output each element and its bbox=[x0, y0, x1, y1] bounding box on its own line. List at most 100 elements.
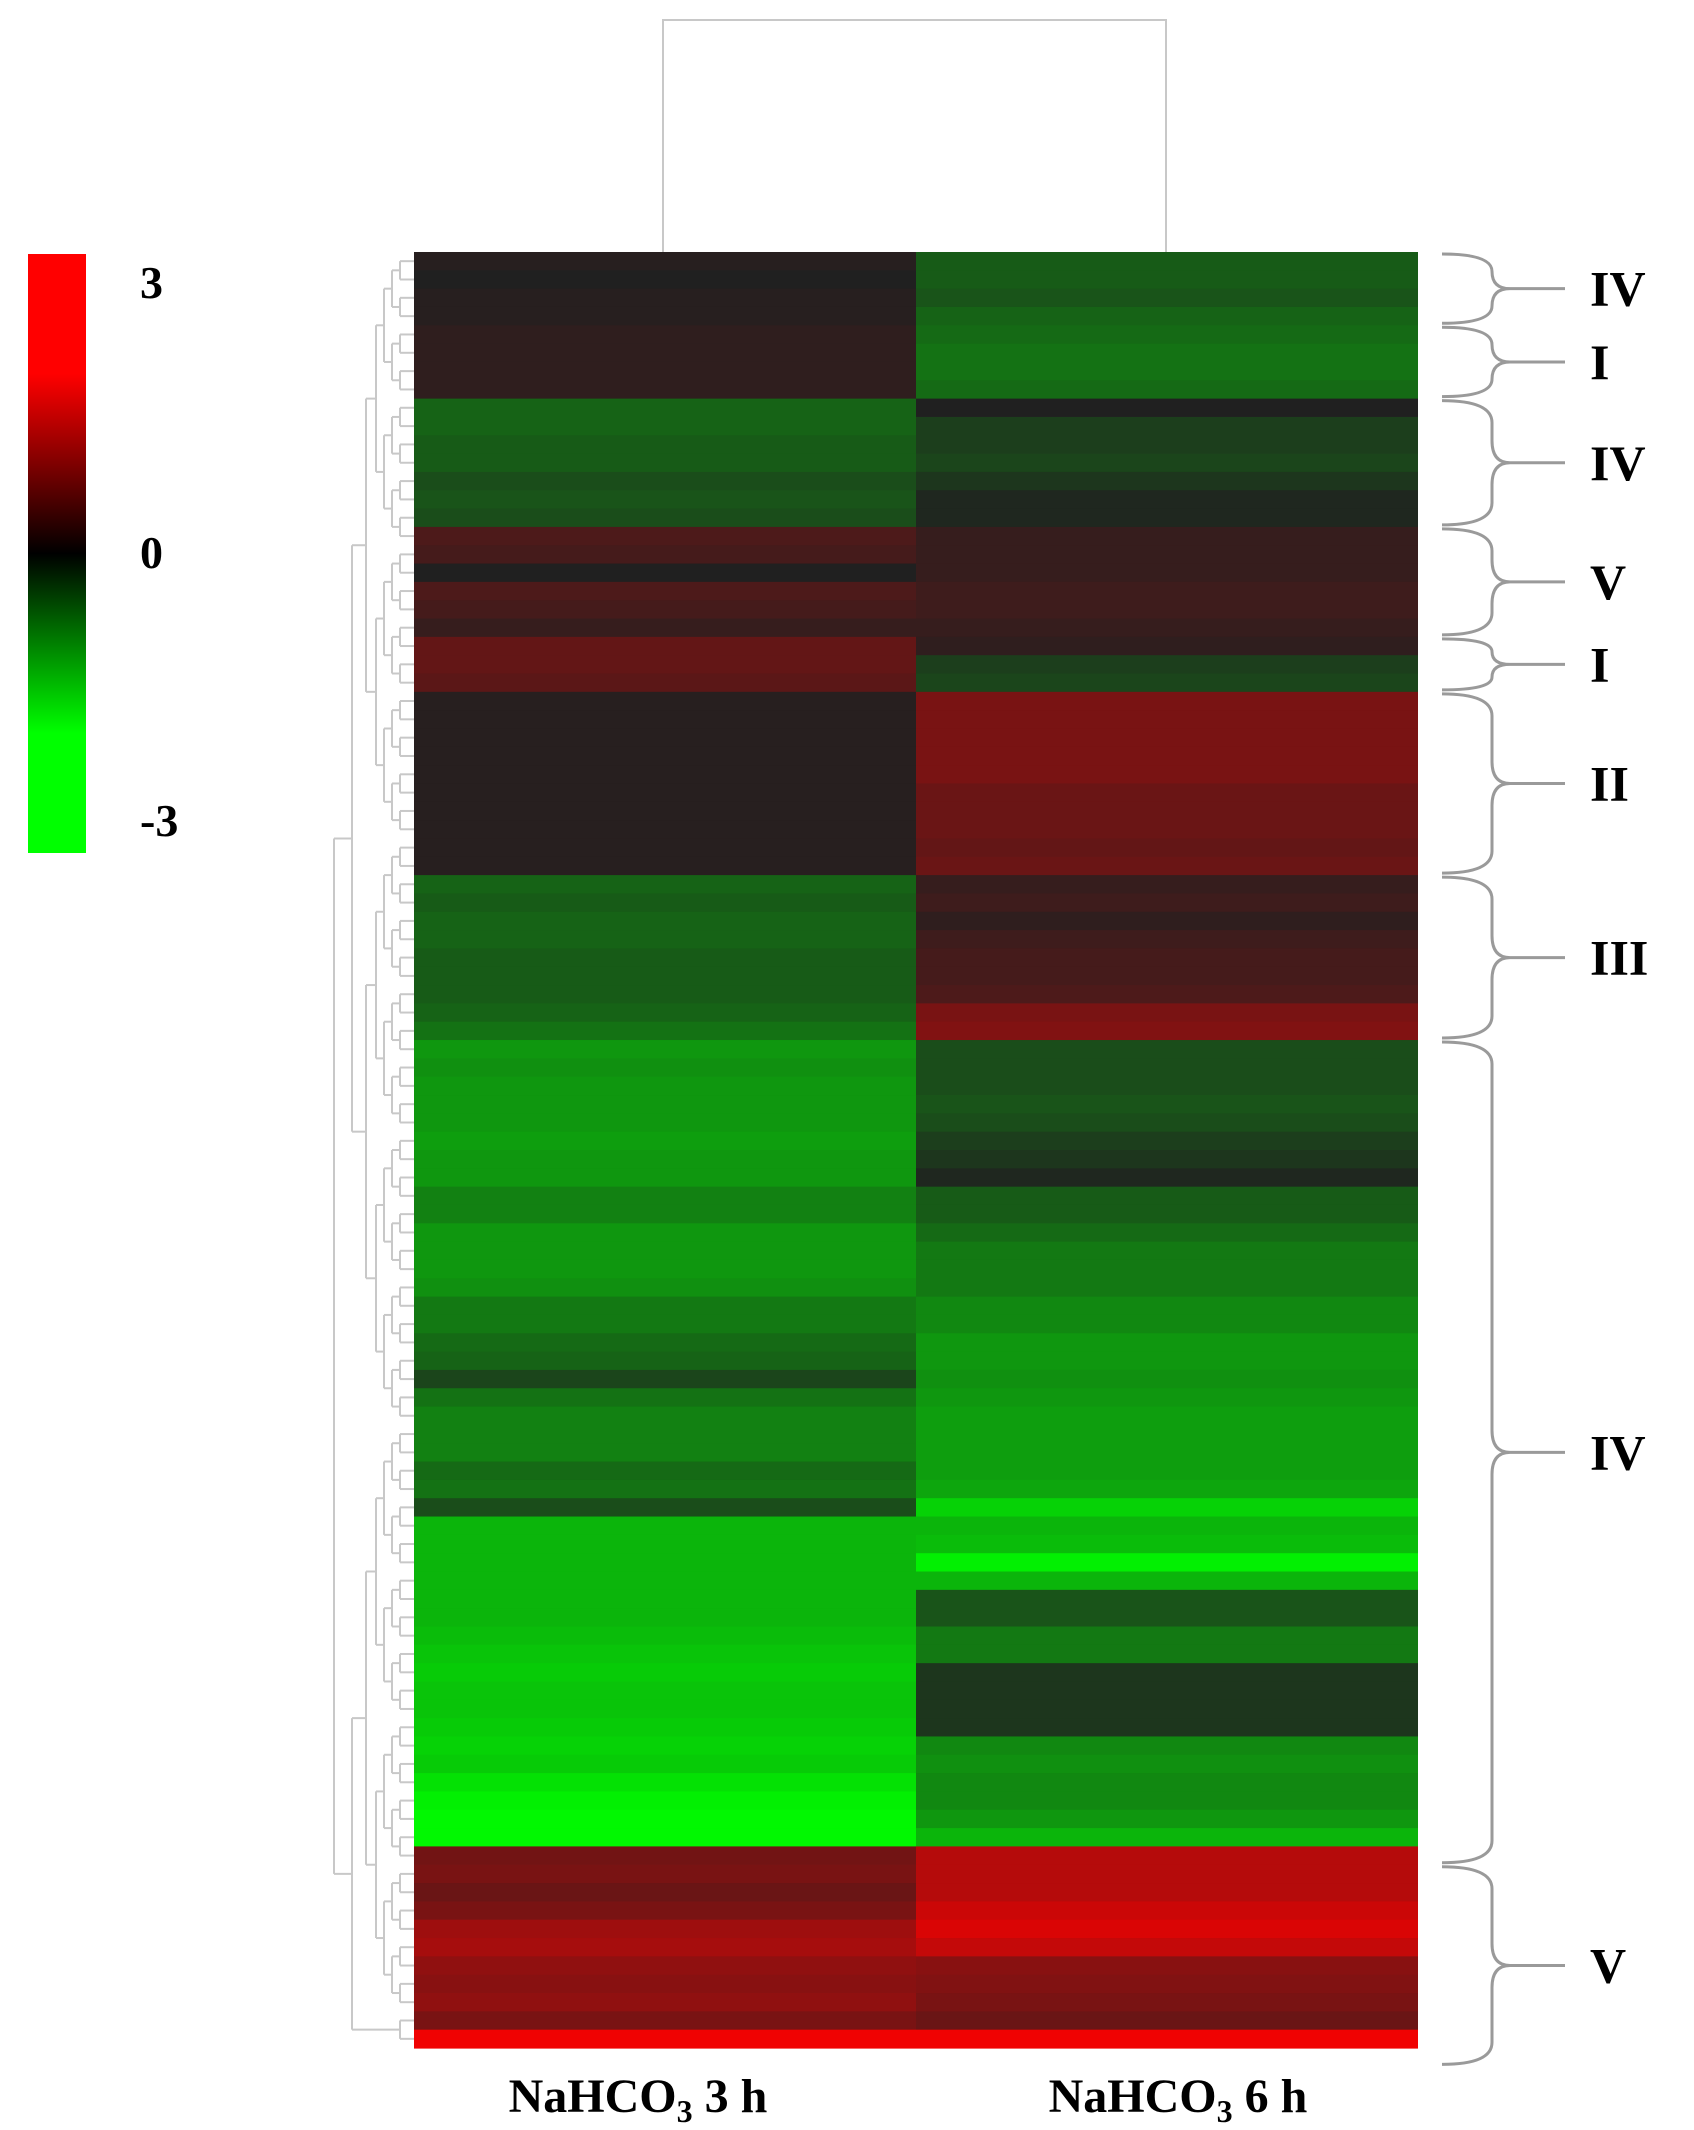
heatmap-cell bbox=[916, 2029, 1418, 2049]
heatmap-cell bbox=[414, 490, 916, 510]
heatmap-cell bbox=[916, 581, 1418, 601]
column-label-3h: NaHCO3 3 h bbox=[509, 2070, 768, 2129]
heatmap-cell bbox=[916, 1809, 1418, 1829]
heatmap-cell bbox=[916, 783, 1418, 803]
heatmap-cell bbox=[916, 728, 1418, 748]
heatmap-cell bbox=[916, 1168, 1418, 1188]
heatmap-cell bbox=[916, 1846, 1418, 1866]
heatmap-cell bbox=[916, 948, 1418, 968]
heatmap-cell bbox=[414, 856, 916, 876]
heatmap-cell bbox=[414, 1424, 916, 1444]
heatmap-cell bbox=[916, 416, 1418, 436]
heatmap-cell bbox=[916, 1553, 1418, 1573]
heatmap-cell bbox=[916, 1058, 1418, 1078]
heatmap-cell bbox=[414, 1333, 916, 1353]
color-scale-tick-mid: 0 bbox=[140, 527, 163, 578]
heatmap-cell bbox=[414, 1534, 916, 1554]
heatmap-cell bbox=[414, 985, 916, 1004]
heatmap-cell bbox=[916, 673, 1418, 693]
heatmap-cell bbox=[916, 1498, 1418, 1518]
cluster-bracket bbox=[1441, 399, 1511, 527]
heatmap-cell bbox=[414, 1846, 916, 1866]
cluster-label: I bbox=[1590, 334, 1609, 390]
heatmap-cell bbox=[916, 820, 1418, 840]
heatmap-cell bbox=[916, 1901, 1418, 1921]
heatmap-cell bbox=[414, 1259, 916, 1279]
heatmap-cell bbox=[916, 1296, 1418, 1316]
heatmap-cell bbox=[414, 1626, 916, 1646]
heatmap-cell bbox=[916, 710, 1418, 730]
heatmap-cell bbox=[414, 508, 916, 528]
heatmap-cell bbox=[916, 1773, 1418, 1793]
heatmap-cell bbox=[414, 252, 916, 271]
column-labels: NaHCO3 3 h NaHCO3 6 h bbox=[509, 2070, 1308, 2129]
heatmap-cell bbox=[414, 1901, 916, 1921]
heatmap-cell bbox=[414, 875, 916, 895]
heatmap-cell bbox=[414, 1479, 916, 1499]
heatmap-cell bbox=[414, 1956, 916, 1976]
heatmap-cell bbox=[916, 490, 1418, 510]
cluster-bracket bbox=[1441, 1040, 1511, 1865]
cluster-bracket bbox=[1441, 252, 1511, 325]
cluster-bracket bbox=[1441, 325, 1511, 399]
cluster-bracket bbox=[1441, 527, 1511, 637]
heatmap-cell bbox=[916, 1828, 1418, 1848]
heatmap-cell bbox=[414, 600, 916, 620]
heatmap-cell bbox=[916, 288, 1418, 308]
heatmap-cell bbox=[916, 306, 1418, 326]
heatmap-cell bbox=[414, 618, 916, 638]
color-scale-tick-max: 3 bbox=[140, 257, 163, 308]
heatmap-cell bbox=[916, 911, 1418, 931]
heatmap-cell bbox=[414, 838, 916, 858]
heatmap-cell bbox=[916, 252, 1418, 271]
heatmap-cell bbox=[916, 1076, 1418, 1096]
heatmap-cell bbox=[916, 1369, 1418, 1389]
heatmap-cell bbox=[414, 1516, 916, 1536]
heatmap-cell bbox=[414, 1003, 916, 1023]
heatmap-cell bbox=[916, 1443, 1418, 1463]
heatmap-cell bbox=[414, 2029, 916, 2049]
heatmap-cell bbox=[916, 1424, 1418, 1444]
cluster-label: IV bbox=[1590, 1424, 1646, 1480]
heatmap-cell bbox=[916, 1571, 1418, 1591]
heatmap-cell bbox=[414, 1681, 916, 1701]
heatmap-cell bbox=[414, 1553, 916, 1573]
heatmap-cell bbox=[414, 1608, 916, 1628]
heatmap-cell bbox=[414, 526, 916, 546]
heatmap-cell bbox=[414, 545, 916, 565]
heatmap-cell bbox=[414, 1351, 916, 1371]
heatmap-cell bbox=[414, 1663, 916, 1683]
heatmap-cell bbox=[916, 930, 1418, 950]
heatmap-cell bbox=[414, 1113, 916, 1133]
cluster-bracket bbox=[1441, 692, 1511, 875]
heatmap-cell bbox=[414, 1461, 916, 1481]
heatmap-cell bbox=[414, 1883, 916, 1902]
heatmap-cell bbox=[916, 1718, 1418, 1738]
heatmap-cell bbox=[414, 1241, 916, 1261]
heatmap-cell bbox=[414, 1223, 916, 1243]
heatmap-cell bbox=[414, 1754, 916, 1774]
heatmap-cell bbox=[414, 563, 916, 583]
heatmap-cell bbox=[916, 1095, 1418, 1114]
heatmap-cells bbox=[414, 252, 1418, 2049]
heatmap-cell bbox=[414, 691, 916, 711]
heatmap-cell bbox=[414, 948, 916, 968]
heatmap-cell bbox=[414, 930, 916, 950]
heatmap-cell bbox=[414, 1058, 916, 1078]
heatmap-cell bbox=[414, 1699, 916, 1719]
heatmap-cell bbox=[916, 838, 1418, 858]
heatmap-cell bbox=[414, 581, 916, 601]
heatmap-cell bbox=[414, 728, 916, 748]
heatmap-cell bbox=[916, 380, 1418, 400]
heatmap-cell bbox=[414, 1718, 916, 1738]
heatmap-cell bbox=[414, 1498, 916, 1518]
heatmap-cell bbox=[916, 966, 1418, 986]
heatmap-cell bbox=[414, 1040, 916, 1059]
heatmap-cell bbox=[916, 1241, 1418, 1261]
heatmap-cell bbox=[414, 2011, 916, 2031]
heatmap-cell bbox=[414, 1828, 916, 1848]
heatmap-cell bbox=[414, 746, 916, 766]
heatmap-cell bbox=[414, 893, 916, 913]
